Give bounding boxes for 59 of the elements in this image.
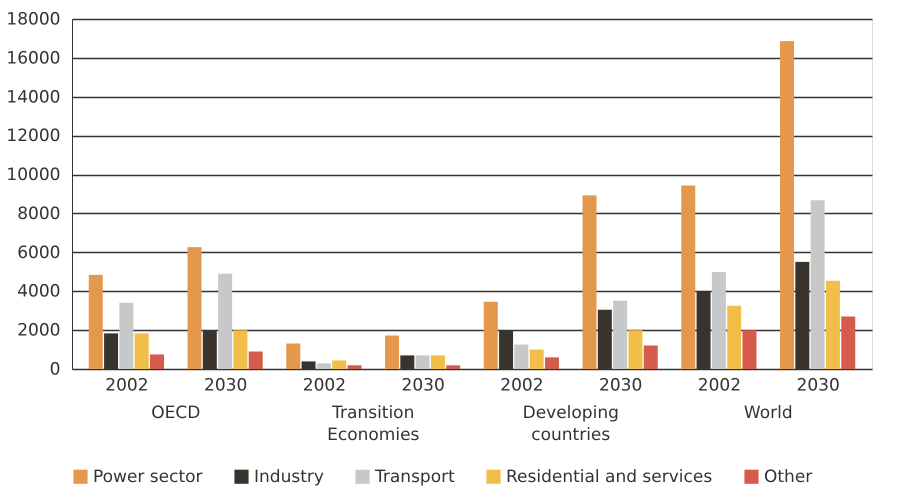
legend-label: Transport xyxy=(374,466,456,486)
y-tick-label: 10000 xyxy=(6,165,60,186)
text: Developing countries xyxy=(522,403,619,445)
y-tick-label: 8000 xyxy=(17,204,60,224)
x-tick-label: 2030 xyxy=(204,376,248,396)
y-tick-label: 16000 xyxy=(6,48,60,68)
y-tick-label: 6000 xyxy=(17,242,60,263)
bar xyxy=(332,360,346,369)
bar xyxy=(628,330,642,369)
x-tick-label: 2002 xyxy=(105,376,149,396)
y-tick-label: 0 xyxy=(50,360,60,380)
bar xyxy=(810,200,825,369)
bar xyxy=(188,247,202,369)
bar xyxy=(233,330,248,369)
y-tick-label: 4000 xyxy=(17,282,60,302)
bar xyxy=(430,355,445,369)
bar xyxy=(841,316,856,369)
bar xyxy=(88,274,103,369)
bar xyxy=(681,185,696,369)
x-tick-label: 2030 xyxy=(598,376,642,396)
y-tick-label: 12000 xyxy=(6,126,60,146)
bar xyxy=(544,357,559,369)
legend-label: Power sector xyxy=(93,466,203,486)
text: OECD xyxy=(151,403,200,423)
text: Transition Economies xyxy=(327,403,420,445)
bar xyxy=(530,350,544,369)
bar xyxy=(826,280,840,369)
bar xyxy=(613,300,628,369)
bar xyxy=(218,274,232,369)
bar xyxy=(286,344,300,369)
bar xyxy=(385,336,400,369)
bar xyxy=(446,365,460,369)
bar xyxy=(316,363,331,369)
bar xyxy=(416,355,430,369)
bar xyxy=(347,365,362,369)
legend-label: Industry xyxy=(254,466,324,486)
bar xyxy=(248,352,263,369)
bar xyxy=(644,345,658,369)
x-tick-label: 2030 xyxy=(796,376,840,396)
bar xyxy=(780,41,794,369)
y-tick-label: 2000 xyxy=(17,320,60,341)
x-tick-label: 2002 xyxy=(698,376,742,396)
y-tick-label: 14000 xyxy=(6,87,60,108)
bar xyxy=(150,354,164,369)
bar xyxy=(582,195,597,369)
x-tick-label: 2002 xyxy=(500,376,544,396)
legend-label: Other xyxy=(764,466,812,486)
text: World xyxy=(744,403,793,423)
legend-label: Residential and services xyxy=(506,466,712,486)
x-tick-label: 2030 xyxy=(401,376,445,396)
x-tick-label: 2002 xyxy=(302,376,346,396)
y-tick-label: 18000 xyxy=(6,10,60,30)
bar xyxy=(712,272,726,369)
bar xyxy=(119,302,134,369)
bar xyxy=(727,306,742,369)
bar xyxy=(742,330,756,369)
bar xyxy=(484,302,498,369)
bar xyxy=(134,333,149,369)
bar xyxy=(514,344,528,369)
